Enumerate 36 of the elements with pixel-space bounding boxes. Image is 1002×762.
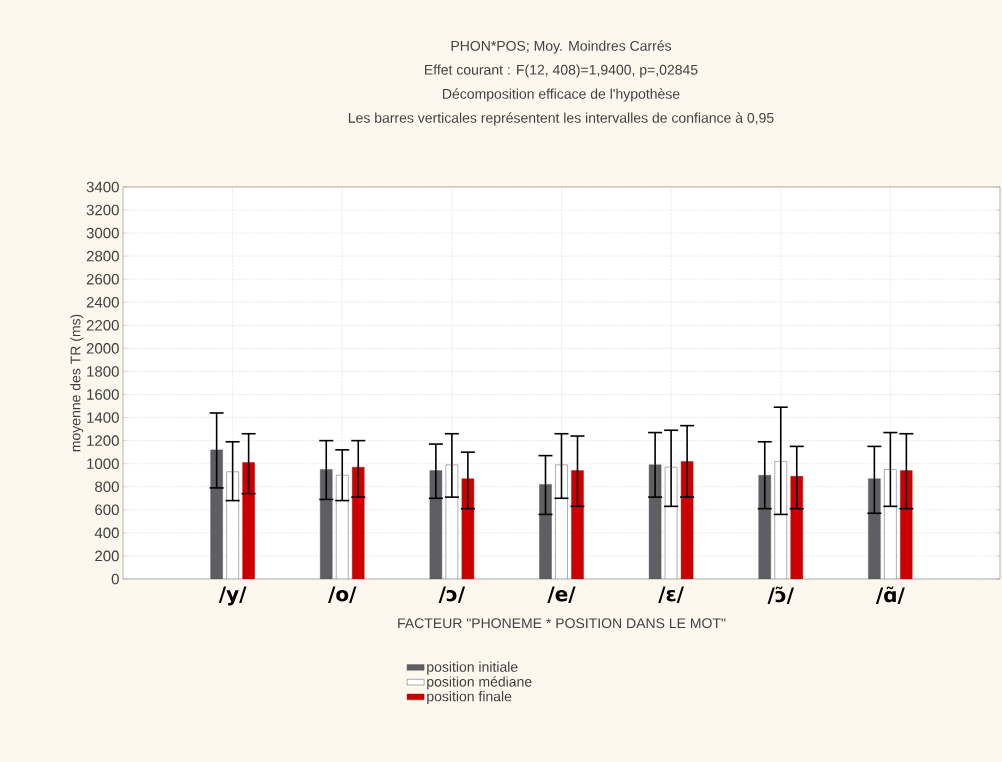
y-tick-label: 1200 [87,435,119,446]
y-tick-label: 2400 [86,296,119,308]
y-tick-label: 3400 [86,181,119,193]
legend-label: position initiale [427,661,518,675]
x-tick-label: /ɔ̃/ [767,586,794,604]
legend-label: position finale [427,691,512,705]
x-tick-label: /o/ [328,586,357,603]
x-tick-label: /ɑ̃/ [875,586,905,604]
text: Les barres verticales représentent les intervalles de confiance à 0,95 [348,112,774,126]
text: Décomposition efficace de l'hypothèse [443,88,680,102]
chart-subtitle: Effet courant : F(12, 408)=1,9400, p=,02845 [425,64,698,78]
x-tick-label: /y/ [218,586,247,606]
y-tick-label: 1000 [87,458,119,469]
x-axis-title: FACTEUR "PHONEME * POSITION DANS LE MOT" [398,618,726,629]
y-tick-label: 2000 [86,343,119,354]
y-tick-label: 1600 [87,389,119,400]
y-tick-label: 400 [94,527,119,539]
y-tick-label: 1400 [87,412,119,423]
bar [648,464,662,579]
y-tick-label: 200 [95,550,119,562]
x-tick-label: /e/ [547,586,576,603]
y-tick-label: 3000 [86,227,119,239]
bar [210,449,223,579]
x-tick-label: /ɔ/ [438,586,466,603]
y-axis-title: moyenne des TR (ms) [70,314,84,452]
y-tick-label: 0 [111,573,119,585]
chart-title: PHON*POS; Moy. Moindres Carrés [451,40,672,54]
x-tick-label: /ɛ/ [658,586,684,603]
y-tick-label: 3200 [86,204,119,216]
y-tick-label: 2200 [86,320,119,331]
y-tick-label: 2600 [86,273,119,285]
y-tick-label: 1800 [87,366,119,377]
y-tick-label: 600 [95,504,119,516]
legend-label: position médiane [427,676,532,690]
y-tick-label: 2800 [86,250,119,262]
y-tick-label: 800 [95,481,119,493]
